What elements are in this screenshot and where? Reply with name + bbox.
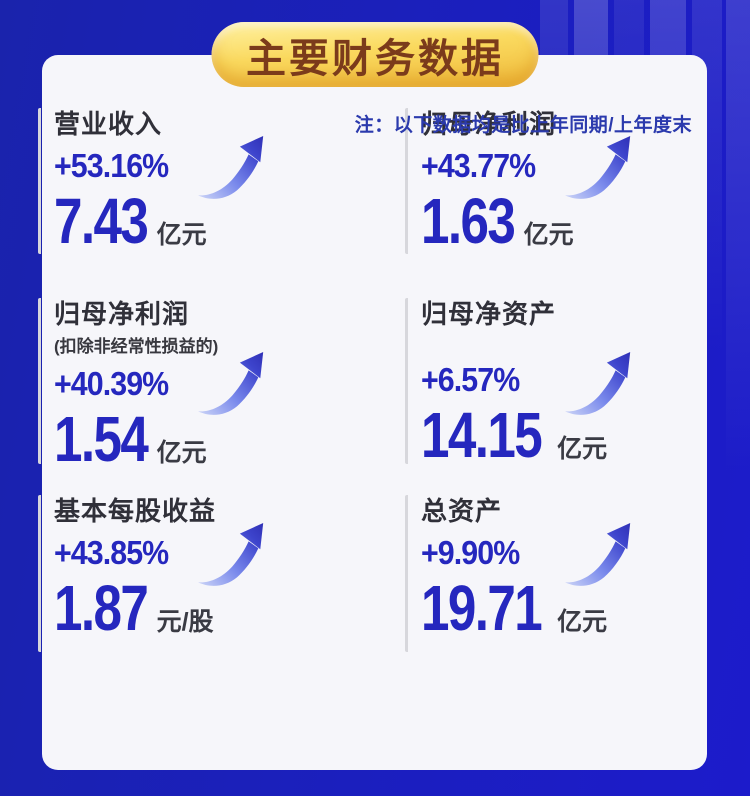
metric-unit: 亿元 (156, 438, 207, 467)
comparison-note: 注：以下数据均是比上年同期/上年度末 (354, 115, 692, 136)
metric-unit: 元/股 (156, 607, 214, 636)
metric-value: 14.15 (421, 398, 543, 471)
metric-unit: 亿元 (557, 434, 608, 463)
metric-value: 1.87 (54, 571, 149, 644)
metric-card-net-assets: 归母净资产 +6.57% 14.15 亿元 (405, 298, 710, 471)
metric-card-operating-revenue: 营业收入 +53.16% 7.43 亿元 (38, 108, 343, 254)
metric-subtitle: (扣除非经常性损益的) (54, 336, 219, 356)
metric-value: 19.71 (421, 571, 543, 644)
metric-change: +6.57% (421, 360, 520, 398)
metric-change: +9.90% (421, 533, 520, 571)
title-badge: 主要财务数据 (211, 22, 539, 87)
metric-change: +40.39% (54, 364, 169, 402)
metric-change: +53.16% (54, 146, 169, 184)
content-panel (42, 55, 707, 770)
trend-up-arrow-icon (198, 351, 264, 415)
metric-card-net-profit: 归母净利润 +43.77% 1.63 亿元 (405, 108, 710, 254)
metric-change: +43.77% (421, 146, 536, 184)
trend-up-arrow-icon (198, 522, 264, 586)
metric-unit: 亿元 (156, 220, 207, 249)
metric-title: 基本每股收益 (54, 496, 217, 526)
bg-stripe (726, 0, 750, 796)
metric-unit: 亿元 (557, 607, 608, 636)
metric-title: 营业收入 (54, 109, 163, 139)
metric-unit: 亿元 (523, 220, 574, 249)
metric-card-basic-eps: 基本每股收益 +43.85% 1.87 元/股 (38, 495, 343, 652)
metric-value: 1.54 (54, 402, 149, 475)
metric-change: +43.85% (54, 533, 169, 571)
metric-value: 7.43 (54, 184, 149, 257)
trend-up-arrow-icon (565, 522, 631, 586)
metric-title: 归母净利润 (54, 299, 190, 329)
metric-title: 归母净资产 (421, 299, 557, 329)
metric-value: 1.63 (421, 184, 516, 257)
trend-up-arrow-icon (198, 135, 264, 199)
metric-card-net-profit-deducted: 归母净利润 (扣除非经常性损益的) +40.39% 1.54 亿元 (38, 298, 343, 470)
trend-up-arrow-icon (565, 135, 631, 199)
trend-up-arrow-icon (565, 351, 631, 415)
metric-title: 总资产 (421, 496, 503, 526)
page-title: 主要财务数据 (246, 36, 504, 81)
metric-card-total-assets: 总资产 +9.90% 19.71 亿元 (405, 495, 710, 652)
metric-title: 归母净利润 (421, 109, 557, 139)
